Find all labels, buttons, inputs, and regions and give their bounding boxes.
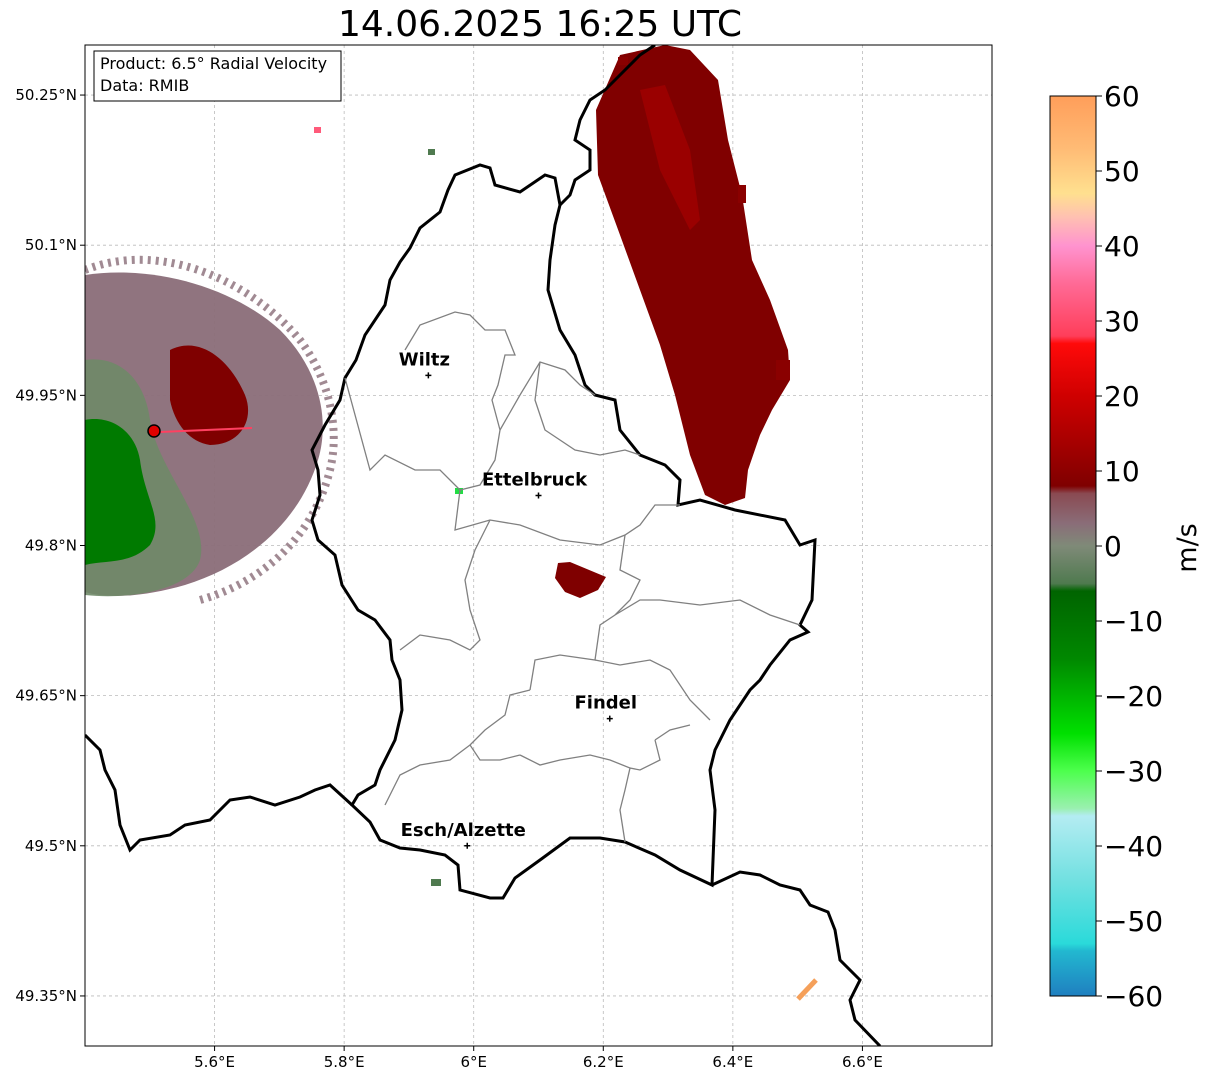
radar-echo-speck-4 <box>314 127 321 133</box>
belgium-france-border <box>85 733 354 853</box>
tick-labels: 5.6°E 5.8°E 6°E 6.2°E 6.4°E 6.6°E 50.25°N 50.1°… <box>15 86 883 1071</box>
radar-echo-layer <box>85 45 818 1001</box>
lon-tick-label: 5.8°E <box>324 1053 365 1071</box>
colorbar-ticks: 60 50 40 30 20 10 0 −10 −20 −30 −40 −50 −60 <box>1096 80 1163 1013</box>
city-label: Findel <box>574 693 637 714</box>
colorbar-gradient <box>1049 95 1097 997</box>
radar-echo-speck-1 <box>618 57 628 65</box>
colorbar-tick-label: −10 <box>1104 605 1163 638</box>
city-marker <box>464 842 471 849</box>
city-label: Esch/Alzette <box>401 820 526 841</box>
page-title: 14.06.2025 16:25 UTC <box>337 4 743 45</box>
radar-echo-central-cell <box>555 562 606 598</box>
colorbar-tick-label: −20 <box>1104 680 1163 713</box>
city-label: Ettelbruck <box>482 469 588 490</box>
canton-border-middle <box>399 519 801 691</box>
colorbar-tick-label: 50 <box>1104 155 1140 188</box>
radar-echo-storm-band <box>596 45 790 505</box>
colorbar-tick-label: 30 <box>1104 305 1140 338</box>
lon-tick-label: 6.6°E <box>842 1053 883 1071</box>
colorbar-tick-label: −40 <box>1104 830 1163 863</box>
info-box-frame <box>93 50 342 102</box>
lat-tick-label: 50.25°N <box>15 86 77 104</box>
lon-tick-label: 5.6°E <box>194 1053 235 1071</box>
colorbar-tick-label: 10 <box>1104 455 1140 488</box>
colorbar-tick-label: 40 <box>1104 230 1140 263</box>
france-south-border <box>711 870 882 1046</box>
radar-echo-speck-5 <box>428 149 435 155</box>
radar-echo-green-core <box>85 419 156 565</box>
lon-tick-label: 6.4°E <box>712 1053 753 1071</box>
info-box-product: Product: 6.5° Radial Velocity <box>100 54 327 73</box>
lat-tick-label: 49.8°N <box>25 537 77 555</box>
colorbar-tick-label: 20 <box>1104 380 1140 413</box>
radar-echo-orange-streak <box>796 978 818 1001</box>
radar-echo-speck-2 <box>738 185 746 203</box>
canton-border-south <box>384 659 711 843</box>
info-box: Product: 6.5° Radial Velocity Data: RMIB <box>93 50 342 102</box>
colorbar-tick-label: −60 <box>1104 980 1163 1013</box>
radar-clutter-ring <box>85 255 338 604</box>
colorbar: 60 50 40 30 20 10 0 −10 −20 −30 −40 −50 −60 m/s <box>1049 80 1203 1013</box>
city-labels: Wiltz Ettelbruck Findel Esch/Alzette <box>399 349 637 849</box>
radar-echo-speck-3 <box>776 360 790 380</box>
lon-tick-label: 6°E <box>460 1053 487 1071</box>
lat-tick-label: 49.5°N <box>25 837 77 855</box>
colorbar-tick-label: 60 <box>1104 80 1140 113</box>
canton-border-central <box>454 361 680 546</box>
colorbar-tick-label: −50 <box>1104 905 1163 938</box>
radar-echo-storm-streak <box>640 85 700 230</box>
radar-site-marker <box>147 424 161 438</box>
germany-east-border <box>558 45 656 207</box>
info-box-data-source: Data: RMIB <box>100 76 189 95</box>
city-marker <box>425 372 432 379</box>
lon-tick-label: 6.2°E <box>583 1053 624 1071</box>
radar-echo-speck-7 <box>431 879 441 886</box>
colorbar-label: m/s <box>1172 523 1203 572</box>
city-marker <box>606 715 613 722</box>
colorbar-tick-label: 0 <box>1104 530 1122 563</box>
radar-ray <box>159 427 253 433</box>
city-marker <box>535 492 542 499</box>
colorbar-tick-label: −30 <box>1104 755 1163 788</box>
radar-echo-speck-6 <box>455 488 463 494</box>
lat-tick-label: 49.35°N <box>15 987 77 1005</box>
city-label: Wiltz <box>399 349 450 370</box>
lat-tick-label: 49.95°N <box>15 386 77 404</box>
canton-borders <box>344 311 801 843</box>
lat-tick-label: 50.1°N <box>25 236 77 254</box>
canton-border-north <box>344 311 516 491</box>
radar-echo-red-west <box>170 345 249 445</box>
lat-tick-label: 49.65°N <box>15 687 77 705</box>
